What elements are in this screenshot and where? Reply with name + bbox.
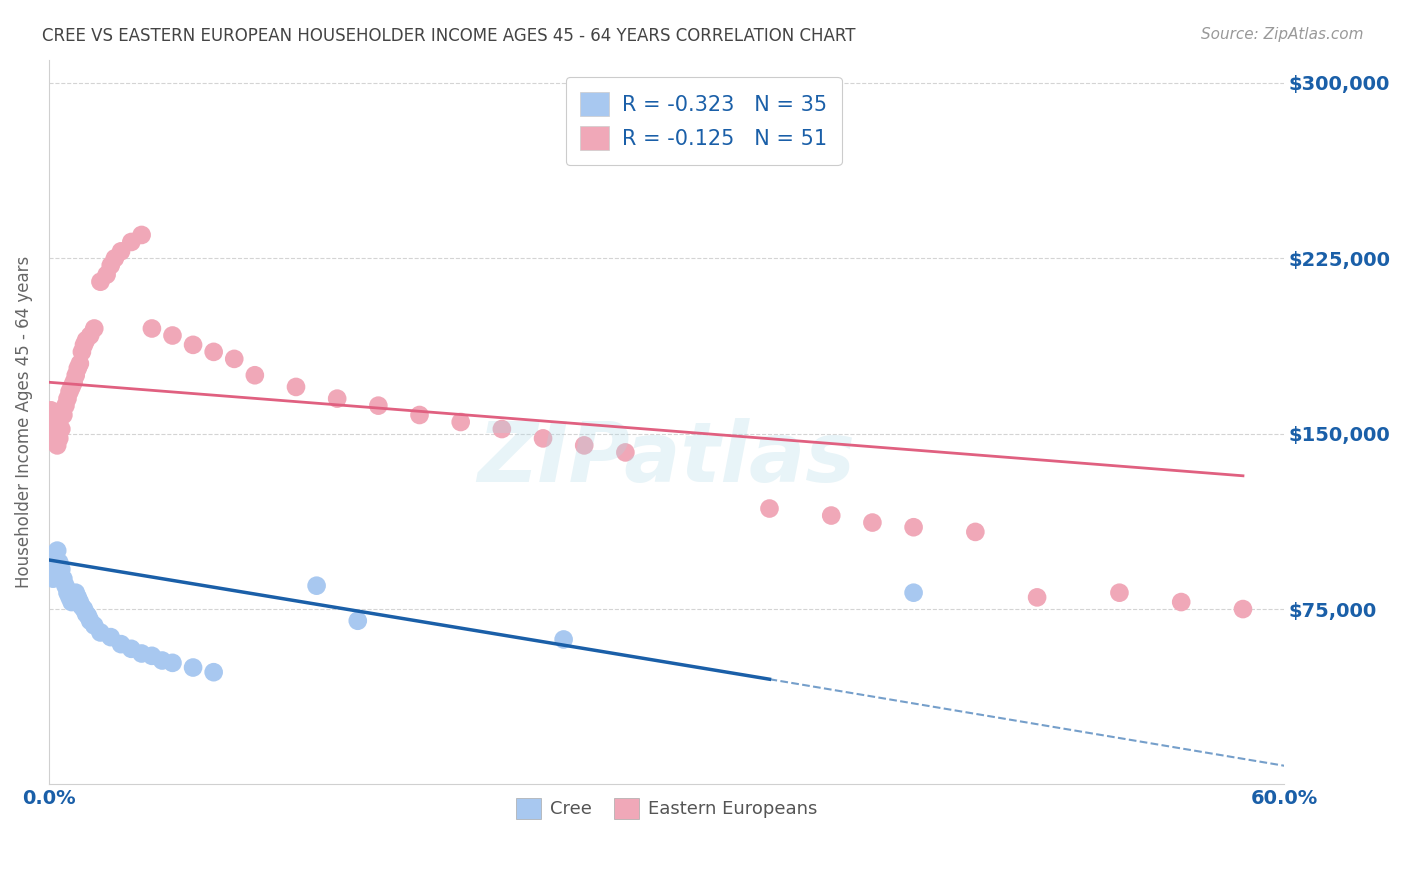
Point <box>820 508 842 523</box>
Point <box>758 501 780 516</box>
Point <box>56 585 79 599</box>
Point <box>66 591 89 605</box>
Point <box>131 647 153 661</box>
Point <box>1026 591 1049 605</box>
Point <box>44 555 66 569</box>
Point <box>100 630 122 644</box>
Point <box>70 344 93 359</box>
Point <box>305 579 328 593</box>
Point <box>52 408 75 422</box>
Point <box>51 562 73 576</box>
Point <box>243 368 266 383</box>
Point <box>46 438 69 452</box>
Point <box>39 403 62 417</box>
Point <box>42 415 65 429</box>
Point <box>55 399 77 413</box>
Point <box>48 431 70 445</box>
Point <box>202 665 225 680</box>
Point <box>224 351 246 366</box>
Point <box>285 380 308 394</box>
Point <box>70 599 93 614</box>
Point <box>1170 595 1192 609</box>
Point <box>77 609 100 624</box>
Point <box>202 344 225 359</box>
Point <box>553 632 575 647</box>
Point <box>110 244 132 259</box>
Point <box>181 660 204 674</box>
Point <box>141 321 163 335</box>
Point <box>408 408 430 422</box>
Point <box>903 585 925 599</box>
Point <box>162 656 184 670</box>
Point <box>346 614 368 628</box>
Point <box>1108 585 1130 599</box>
Text: ZIPatlas: ZIPatlas <box>478 417 855 499</box>
Point <box>58 384 80 399</box>
Point <box>73 602 96 616</box>
Point <box>58 591 80 605</box>
Point <box>79 614 101 628</box>
Point <box>83 321 105 335</box>
Point <box>39 566 62 581</box>
Point <box>51 422 73 436</box>
Point <box>42 572 65 586</box>
Point <box>73 338 96 352</box>
Text: Source: ZipAtlas.com: Source: ZipAtlas.com <box>1201 27 1364 42</box>
Point <box>965 524 987 539</box>
Point <box>531 431 554 445</box>
Point <box>903 520 925 534</box>
Point <box>65 368 87 383</box>
Point <box>48 555 70 569</box>
Point <box>574 438 596 452</box>
Point <box>56 392 79 406</box>
Point <box>65 585 87 599</box>
Point <box>150 653 173 667</box>
Point <box>55 579 77 593</box>
Point <box>181 338 204 352</box>
Point <box>614 445 637 459</box>
Point <box>104 252 127 266</box>
Point <box>100 258 122 272</box>
Point <box>60 380 83 394</box>
Point <box>120 235 142 249</box>
Point <box>69 357 91 371</box>
Point <box>141 648 163 663</box>
Point <box>367 399 389 413</box>
Point <box>89 275 111 289</box>
Point <box>131 227 153 242</box>
Point <box>89 625 111 640</box>
Point <box>120 641 142 656</box>
Point <box>62 591 84 605</box>
Point <box>75 333 97 347</box>
Point <box>46 543 69 558</box>
Point <box>75 607 97 621</box>
Point <box>491 422 513 436</box>
Point <box>66 361 89 376</box>
Text: CREE VS EASTERN EUROPEAN HOUSEHOLDER INCOME AGES 45 - 64 YEARS CORRELATION CHART: CREE VS EASTERN EUROPEAN HOUSEHOLDER INC… <box>42 27 856 45</box>
Y-axis label: Householder Income Ages 45 - 64 years: Householder Income Ages 45 - 64 years <box>15 256 32 588</box>
Point <box>450 415 472 429</box>
Point <box>326 392 349 406</box>
Point <box>96 268 118 282</box>
Legend: Cree, Eastern Europeans: Cree, Eastern Europeans <box>509 791 824 826</box>
Point <box>44 426 66 441</box>
Point <box>1232 602 1254 616</box>
Point <box>860 516 883 530</box>
Point <box>162 328 184 343</box>
Point <box>69 595 91 609</box>
Point <box>79 328 101 343</box>
Point <box>110 637 132 651</box>
Point <box>83 618 105 632</box>
Point <box>62 376 84 390</box>
Point <box>60 595 83 609</box>
Point <box>52 572 75 586</box>
